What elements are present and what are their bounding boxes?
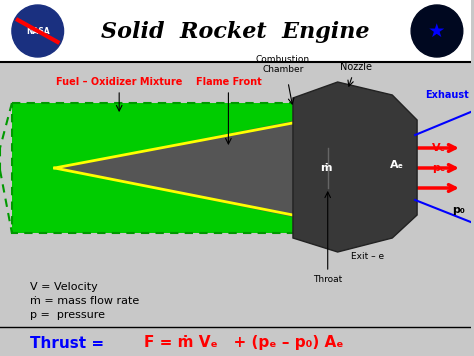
Text: NASA: NASA: [26, 26, 50, 36]
Bar: [12, 103, 300, 233]
Bar: [0, 0, 471, 62]
Text: Combustion
Chamber: Combustion Chamber: [256, 54, 310, 74]
Polygon shape: [55, 120, 298, 218]
Text: Nozzle: Nozzle: [339, 62, 372, 72]
Text: ṁ = mass flow rate: ṁ = mass flow rate: [30, 296, 139, 306]
Text: p =  pressure: p = pressure: [30, 310, 105, 320]
Text: Exit – e: Exit – e: [351, 252, 384, 261]
Circle shape: [16, 9, 60, 53]
Text: pₑ: pₑ: [432, 163, 445, 173]
Text: Fuel – Oxidizer Mixture: Fuel – Oxidizer Mixture: [56, 77, 182, 87]
Text: Throat: Throat: [313, 275, 342, 284]
Polygon shape: [293, 82, 417, 252]
Circle shape: [12, 5, 64, 57]
Text: V = Velocity: V = Velocity: [30, 282, 98, 292]
Circle shape: [411, 5, 463, 57]
Text: Solid  Rocket  Engine: Solid Rocket Engine: [101, 21, 370, 43]
Text: Vₑ: Vₑ: [432, 143, 446, 153]
Text: ṁ: ṁ: [320, 163, 331, 173]
Text: Aₑ: Aₑ: [390, 160, 404, 170]
Text: p₀: p₀: [452, 205, 465, 215]
Text: ★: ★: [428, 21, 446, 41]
Text: Thrust =: Thrust =: [30, 335, 109, 351]
Text: Exhaust: Exhaust: [425, 90, 469, 100]
Text: F = ṁ Vₑ   + (pₑ – p₀) Aₑ: F = ṁ Vₑ + (pₑ – p₀) Aₑ: [144, 335, 344, 351]
Text: Flame Front: Flame Front: [196, 77, 261, 87]
